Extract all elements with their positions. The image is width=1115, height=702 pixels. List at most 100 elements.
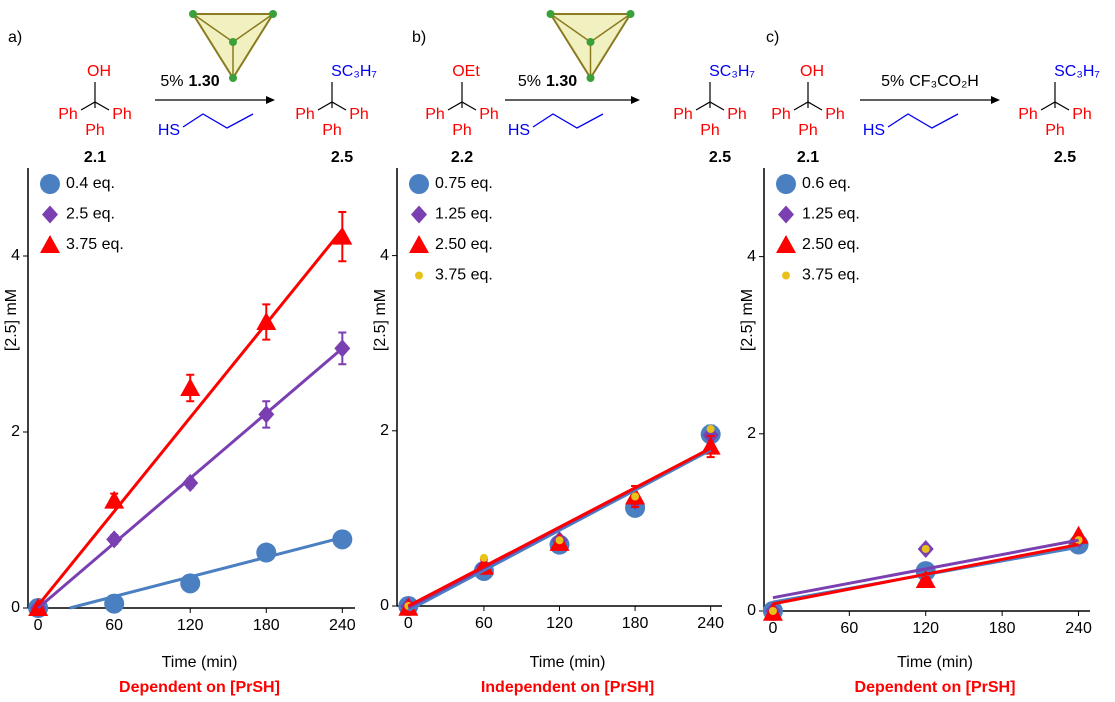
- cage-vertex: [269, 10, 277, 18]
- x-tick-label: 120: [912, 620, 939, 637]
- phenyl: Ph: [825, 106, 845, 123]
- reactant-id: 2.1: [797, 149, 819, 166]
- phenyl: Ph: [322, 122, 342, 139]
- legend-label: 1.25 eq.: [802, 206, 860, 223]
- catalyst: 5% CF₃CO₂H: [881, 73, 979, 90]
- x-tick-label: 120: [177, 617, 204, 634]
- product-group: SC₃H₇: [1054, 63, 1100, 80]
- catalyst-name: 1.30: [188, 73, 219, 90]
- legend-marker: [40, 235, 60, 253]
- legend-marker: [776, 174, 796, 194]
- fit-line: [36, 228, 344, 607]
- reactant-group: OEt: [452, 63, 480, 80]
- bond: [80, 82, 110, 111]
- panel-label: b): [412, 29, 426, 46]
- x-axis-label: Time (min): [162, 654, 238, 671]
- x-tick-label: 240: [329, 617, 356, 634]
- phenyl: Ph: [727, 106, 747, 123]
- y-tick-label: 4: [380, 247, 389, 264]
- bond: [447, 82, 477, 111]
- reactant-group: OH: [87, 63, 111, 80]
- marker-triangle: [915, 569, 936, 588]
- reactant-id: 2.2: [451, 149, 473, 166]
- legend-label: 0.6 eq.: [802, 175, 851, 192]
- thiol: HS: [508, 122, 530, 139]
- cage-vertex: [586, 38, 595, 46]
- cage-vertex: [546, 10, 555, 18]
- phenyl: Ph: [112, 106, 132, 123]
- thiol-chain: [532, 113, 604, 129]
- x-tick-label: 0: [404, 615, 413, 632]
- x-tick-label: 180: [622, 615, 649, 632]
- product-group: SC₃H₇: [709, 63, 755, 80]
- x-tick-label: 180: [253, 617, 280, 634]
- product-id: 2.5: [1054, 149, 1076, 166]
- fit-line: [69, 536, 343, 610]
- marker-dot: [706, 425, 715, 434]
- phenyl: Ph: [452, 122, 472, 139]
- thiol: HS: [158, 122, 180, 139]
- catalyst: 5% 1.30: [518, 73, 577, 90]
- legend-marker: [411, 205, 427, 224]
- legend-label: 2.50 eq.: [435, 236, 493, 253]
- marker-dot: [631, 492, 640, 501]
- bond: [317, 82, 347, 111]
- marker-dot: [555, 536, 564, 545]
- product-id: 2.5: [331, 149, 353, 166]
- phenyl: Ph: [479, 106, 499, 123]
- catalyst-amount: 5%: [881, 73, 904, 90]
- marker-triangle: [256, 312, 277, 330]
- marker-dot: [768, 607, 777, 615]
- y-tick-label: 0: [747, 602, 756, 619]
- caption: Dependent on [PrSH]: [119, 679, 280, 696]
- fit-line: [407, 448, 712, 612]
- panel-label: a): [8, 29, 22, 46]
- cage-vertex: [189, 10, 197, 18]
- cage-vertex: [229, 38, 237, 46]
- arrow-head: [991, 96, 1000, 104]
- phenyl: Ph: [85, 122, 105, 139]
- y-tick-label: 2: [11, 423, 20, 440]
- legend-marker: [776, 235, 796, 253]
- legend-marker: [782, 271, 790, 280]
- legend-label: 2.50 eq.: [802, 236, 860, 253]
- x-axis-label: Time (min): [530, 654, 606, 671]
- caption: Independent on [PrSH]: [481, 679, 654, 696]
- legend-label: 2.5 eq.: [66, 206, 115, 223]
- caption: Dependent on [PrSH]: [855, 679, 1016, 696]
- y-tick-label: 4: [747, 248, 756, 265]
- bond: [1040, 82, 1070, 111]
- y-axis-label: [2.5] mM: [372, 289, 389, 351]
- x-tick-label: 0: [768, 620, 777, 637]
- legend-label: 3.75 eq.: [66, 236, 124, 253]
- bond: [695, 82, 725, 111]
- cage-vertex: [626, 10, 635, 18]
- phenyl: Ph: [1045, 122, 1065, 139]
- y-tick-label: 2: [747, 425, 756, 442]
- product-group: SC₃H₇: [331, 63, 377, 80]
- thiol: HS: [863, 122, 885, 139]
- catalyst-name: CF₃CO₂H: [909, 73, 979, 90]
- legend-label: 3.75 eq.: [435, 267, 493, 284]
- x-tick-label: 120: [546, 615, 573, 632]
- phenyl: Ph: [349, 106, 369, 123]
- catalyst-name: 1.30: [546, 73, 577, 90]
- thiol-chain: [887, 113, 959, 129]
- marker-diamond: [182, 474, 199, 493]
- cage-vertex: [229, 74, 237, 82]
- reactant-group: OH: [800, 63, 824, 80]
- legend-label: 3.75 eq.: [802, 267, 860, 284]
- x-tick-label: 60: [840, 620, 858, 637]
- marker-triangle: [332, 226, 353, 245]
- y-axis-label: [2.5] mM: [3, 289, 20, 351]
- reactant-id: 2.1: [84, 149, 106, 166]
- marker-triangle: [104, 490, 125, 509]
- legend-marker: [415, 271, 423, 280]
- legend-label: 0.75 eq.: [435, 175, 493, 192]
- phenyl: Ph: [700, 122, 720, 139]
- arrow-head: [266, 96, 275, 104]
- legend-marker: [409, 174, 429, 194]
- catalyst-amount: 5%: [160, 73, 183, 90]
- marker-circle: [332, 529, 353, 550]
